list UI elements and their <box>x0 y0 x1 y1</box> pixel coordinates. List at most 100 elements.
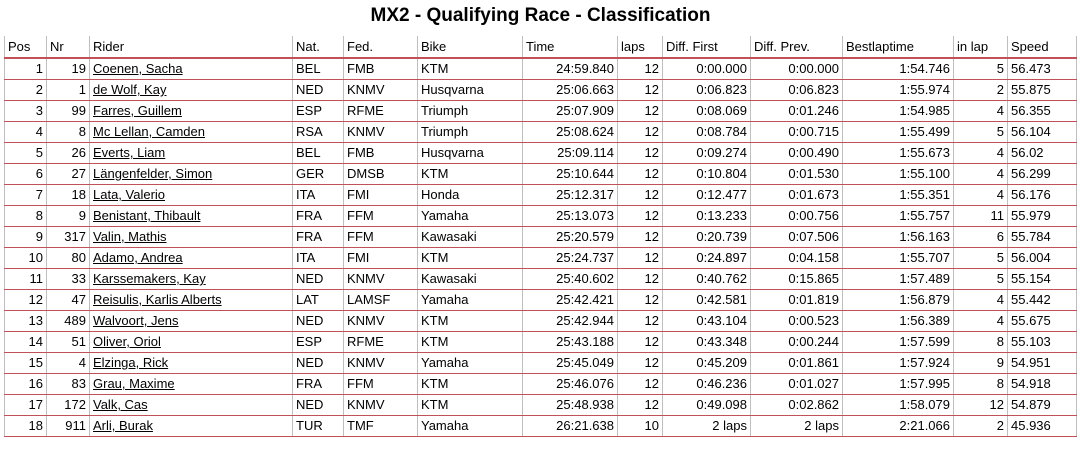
cell-in-lap: 2 <box>953 415 1008 437</box>
rider-link[interactable]: Grau, Maxime <box>93 376 175 391</box>
cell-rider: Everts, Liam <box>89 142 293 164</box>
cell-pos: 12 <box>4 289 47 311</box>
rider-link[interactable]: Reisulis, Karlis Alberts <box>93 292 222 307</box>
cell-in-lap: 4 <box>953 142 1008 164</box>
cell-speed: 55.154 <box>1007 268 1077 290</box>
cell-nat: FRA <box>292 226 344 248</box>
cell-in-lap: 8 <box>953 331 1008 353</box>
cell-speed: 54.951 <box>1007 352 1077 374</box>
cell-pos: 13 <box>4 310 47 332</box>
rider-link[interactable]: Farres, Guillem <box>93 103 182 118</box>
cell-nat: NED <box>292 310 344 332</box>
cell-nat: ITA <box>292 247 344 269</box>
cell-bestlaptime: 2:21.066 <box>842 415 954 437</box>
rider-link[interactable]: Elzinga, Rick <box>93 355 169 370</box>
cell-time: 25:40.602 <box>522 268 618 290</box>
rider-link[interactable]: Längenfelder, Simon <box>93 166 213 181</box>
cell-pos: 2 <box>4 79 47 101</box>
cell-in-lap: 2 <box>953 79 1008 101</box>
cell-rider: Grau, Maxime <box>89 373 293 395</box>
rider-link[interactable]: Everts, Liam <box>93 145 166 160</box>
cell-diff-prev: 0:00.244 <box>750 331 843 353</box>
column-header-in-lap: in lap <box>953 36 1008 59</box>
column-header-bike: Bike <box>417 36 523 59</box>
cell-nat: ESP <box>292 100 344 122</box>
cell-nat: NED <box>292 394 344 416</box>
cell-rider: Elzinga, Rick <box>89 352 293 374</box>
cell-nat: GER <box>292 163 344 185</box>
cell-diff-first: 0:08.069 <box>662 100 751 122</box>
cell-time: 25:09.114 <box>522 142 618 164</box>
cell-bike: KTM <box>417 373 523 395</box>
cell-in-lap: 4 <box>953 184 1008 206</box>
table-row: 10 80 Adamo, Andrea ITA FMI KTM 25:24.737 12 0:2… <box>4 247 1077 269</box>
cell-pos: 17 <box>4 394 47 416</box>
cell-nr: 317 <box>46 226 90 248</box>
cell-laps: 12 <box>617 142 663 164</box>
rider-link[interactable]: Mc Lellan, Camden <box>93 124 205 139</box>
column-header-pos: Pos <box>4 36 47 59</box>
cell-time: 25:13.073 <box>522 205 618 227</box>
cell-nr: 1 <box>46 79 90 101</box>
cell-in-lap: 5 <box>953 121 1008 143</box>
rider-link[interactable]: Lata, Valerio <box>93 187 166 202</box>
cell-bestlaptime: 1:57.489 <box>842 268 954 290</box>
rider-link[interactable]: Valin, Mathis <box>93 229 167 244</box>
cell-nr: 99 <box>46 100 90 122</box>
cell-diff-first: 0:08.784 <box>662 121 751 143</box>
cell-fed: RFME <box>343 100 418 122</box>
cell-pos: 7 <box>4 184 47 206</box>
cell-fed: FMI <box>343 184 418 206</box>
table-row: 18 911 Arli, Burak TUR TMF Yamaha 26:21.638 10 2… <box>4 415 1077 437</box>
page-title: MX2 - Qualifying Race - Classification <box>370 5 711 26</box>
cell-diff-prev: 0:01.861 <box>750 352 843 374</box>
table-row: 4 8 Mc Lellan, Camden RSA KNMV Triumph 25:08.6… <box>4 121 1077 143</box>
cell-diff-prev: 0:00.490 <box>750 142 843 164</box>
rider-link[interactable]: Valk, Cas <box>93 397 148 412</box>
cell-bike: Husqvarna <box>417 79 523 101</box>
table-row: 13 489 Walvoort, Jens NED KNMV KTM 25:42.944 12… <box>4 310 1077 332</box>
cell-nat: TUR <box>292 415 344 437</box>
cell-fed: FMI <box>343 247 418 269</box>
table-row: 11 33 Karssemakers, Kay NED KNMV Kawasaki 25:4… <box>4 268 1077 290</box>
cell-time: 25:10.644 <box>522 163 618 185</box>
table-row: 2 1 de Wolf, Kay NED KNMV Husqvarna 25:06.663 1… <box>4 79 1077 101</box>
cell-diff-prev: 0:15.865 <box>750 268 843 290</box>
cell-fed: KNMV <box>343 394 418 416</box>
cell-laps: 12 <box>617 163 663 185</box>
cell-fed: FFM <box>343 373 418 395</box>
cell-bestlaptime: 1:58.079 <box>842 394 954 416</box>
cell-pos: 5 <box>4 142 47 164</box>
cell-bestlaptime: 1:55.673 <box>842 142 954 164</box>
cell-bestlaptime: 1:54.746 <box>842 58 954 80</box>
cell-rider: Coenen, Sacha <box>89 58 293 80</box>
table-row: 17 172 Valk, Cas NED KNMV KTM 25:48.938 12 0:49.… <box>4 394 1077 416</box>
cell-speed: 55.103 <box>1007 331 1077 353</box>
cell-nat: BEL <box>292 142 344 164</box>
rider-link[interactable]: Coenen, Sacha <box>93 61 183 76</box>
cell-laps: 12 <box>617 352 663 374</box>
cell-diff-first: 0:24.897 <box>662 247 751 269</box>
cell-bike: Triumph <box>417 100 523 122</box>
rider-link[interactable]: Oliver, Oriol <box>93 334 161 349</box>
cell-bestlaptime: 1:55.757 <box>842 205 954 227</box>
table-row: 15 4 Elzinga, Rick NED KNMV Yamaha 25:45.049 12… <box>4 352 1077 374</box>
rider-link[interactable]: Adamo, Andrea <box>93 250 183 265</box>
rider-link[interactable]: Walvoort, Jens <box>93 313 179 328</box>
rider-link[interactable]: Benistant, Thibault <box>93 208 201 223</box>
cell-fed: TMF <box>343 415 418 437</box>
cell-diff-first: 0:46.236 <box>662 373 751 395</box>
rider-link[interactable]: de Wolf, Kay <box>93 82 167 97</box>
cell-fed: KNMV <box>343 352 418 374</box>
cell-bestlaptime: 1:57.995 <box>842 373 954 395</box>
cell-diff-first: 0:43.104 <box>662 310 751 332</box>
cell-diff-prev: 0:02.862 <box>750 394 843 416</box>
rider-link[interactable]: Karssemakers, Kay <box>93 271 206 286</box>
cell-speed: 56.355 <box>1007 100 1077 122</box>
rider-link[interactable]: Arli, Burak <box>93 418 153 433</box>
cell-fed: FMB <box>343 142 418 164</box>
cell-rider: Lata, Valerio <box>89 184 293 206</box>
cell-nr: 911 <box>46 415 90 437</box>
cell-rider: Farres, Guillem <box>89 100 293 122</box>
cell-speed: 55.979 <box>1007 205 1077 227</box>
